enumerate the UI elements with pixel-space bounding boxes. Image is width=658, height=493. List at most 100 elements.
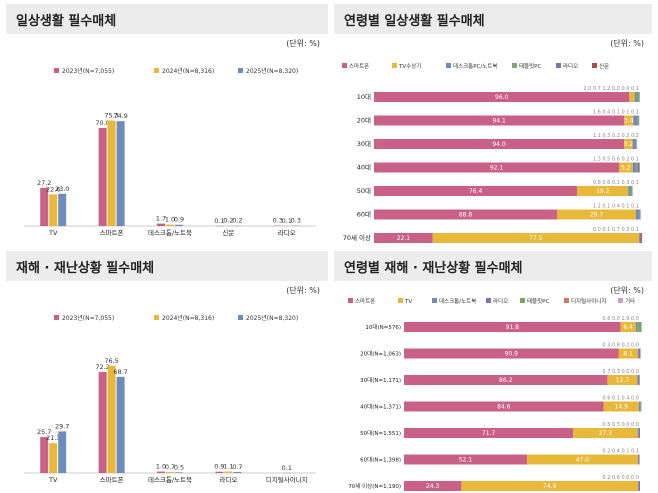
- data-label-tv-0: 25.7: [37, 428, 51, 436]
- row-label-3: 40대: [357, 164, 371, 172]
- seg-0-2: [635, 322, 638, 332]
- legend-swatch-1: [392, 63, 397, 68]
- category-label-신문: 신문: [222, 228, 234, 237]
- row-label-6: 70세 이상: [343, 233, 371, 242]
- bar-tv-1: [49, 194, 58, 226]
- row-label-6: 70세 이상(N=1,190): [348, 482, 401, 490]
- data-label-라디오-2: 0.7: [232, 463, 242, 471]
- seg-label-4-0: 71.7: [482, 430, 496, 437]
- data-label-데스크톱-노트북-2: 0.5: [174, 463, 184, 471]
- small-values-4: 0.5 0.5 0.0 0.0: [602, 422, 639, 428]
- seg-3-2: [638, 401, 641, 412]
- data-label-라디오-2: 0.3: [291, 217, 301, 225]
- seg-5-1: [526, 454, 638, 465]
- legend-swatch-2: [432, 298, 437, 303]
- data-label-데스크톱-노트북-2: 0.9: [174, 216, 184, 224]
- row-label-5: 60대: [357, 211, 371, 219]
- seg-0-1: [620, 322, 636, 332]
- seg-3-1: [603, 401, 639, 412]
- seg-label-5-0: 68.8: [459, 212, 473, 219]
- data-label-신문-2: 0.2: [232, 217, 242, 225]
- bar-스마트폰-2: [116, 121, 125, 226]
- small-values-3: 1.3 0.5 0.6 0.2 0.1: [593, 157, 639, 163]
- bar-tv-0: [40, 187, 49, 226]
- seg-5-1: [557, 209, 637, 220]
- seg-label-2-1: 3.2: [624, 141, 634, 148]
- category-label-스마트폰: 스마트폰: [100, 475, 124, 484]
- unit-label: (단위: %): [286, 39, 320, 48]
- seg-4-3: [638, 428, 640, 438]
- seg-label-2-1: 12.7: [616, 377, 630, 384]
- daily-media-by-age-chart: 스마트폰 TV수상기 데스크톱PC/노트북 태블릿PC 라디오 신문 10대 96.0 2.0 …: [342, 62, 643, 243]
- seg-2-0: [404, 375, 608, 385]
- row-label-0: 10대: [357, 93, 371, 101]
- data-label-tv-1: 21.3: [46, 434, 60, 442]
- seg-6-5: [641, 233, 643, 243]
- legend-label-1: TV수상기: [398, 62, 421, 70]
- seg-label-3-1: 14.9: [615, 404, 629, 411]
- seg-4-1: [573, 428, 638, 438]
- data-label-데스크톱-노트북-1: 1.0: [165, 216, 175, 224]
- seg-3-4: [637, 162, 640, 173]
- seg-0-2: [634, 92, 637, 102]
- data-label-tv-2: 29.7: [55, 422, 69, 430]
- seg-2-1: [607, 375, 638, 385]
- row-label-4: 50대(N=1,551): [360, 429, 401, 437]
- legend-label-4: 라디오: [563, 62, 578, 70]
- legend-swatch-0: [54, 68, 59, 73]
- seg-label-0-1: 6.4: [623, 324, 633, 331]
- seg-label-5-1: 29.7: [590, 212, 604, 219]
- daily-media-chart: 2023년(N=7,055) 2024년(N=8,316) 2025년(N=8,32…: [24, 67, 316, 237]
- legend-swatch-5: [564, 298, 569, 303]
- legend-swatch-2: [238, 68, 243, 73]
- legend-label-3: 태블릿PC: [519, 62, 541, 70]
- legend-swatch-1: [154, 68, 159, 73]
- bar-스마트폰-1: [107, 365, 116, 473]
- seg-1-2: [633, 115, 638, 126]
- seg-label-1-1: 8.1: [623, 351, 633, 358]
- bar-데스크톱-노트북-0: [157, 471, 165, 473]
- bar-tv-0: [40, 437, 49, 473]
- category-label-라디오: 라디오: [219, 475, 237, 484]
- small-values-0: 2.0 0.7 1.2 0.0 0.0 0.1: [583, 86, 639, 92]
- legend-swatch-0: [54, 315, 59, 320]
- small-values-5: 1.2 0.1 0.4 0.1 0.1: [593, 204, 639, 210]
- legend-swatch-4: [520, 298, 525, 303]
- bar-데스크톱-노트북-2: [175, 472, 183, 473]
- small-values-5: 0.2 0.4 0.1 0.1: [602, 449, 639, 455]
- small-values-2: 1.1 0.3 0.2 0.2 0.2: [593, 133, 639, 139]
- small-values-2: 0.7 0.3 0.0 0.0: [602, 369, 639, 375]
- bar-데스크톱-노트북-0: [157, 223, 165, 226]
- seg-2-2: [632, 139, 636, 149]
- panel-title: 연령별 재해 · 재난상황 필수매체: [344, 261, 523, 276]
- seg-3-4: [640, 401, 642, 412]
- row-label-0: 10대(N=576): [365, 323, 401, 331]
- legend-label-1: 2024년(N=8,316): [162, 67, 214, 75]
- seg-6-4: [639, 233, 642, 243]
- seg-label-6-1: 74.9: [543, 483, 557, 490]
- legend-label-0: 2023년(N=7,055): [62, 67, 114, 75]
- panel-header: 연령별 재해 · 재난상황 필수매체: [334, 251, 652, 281]
- bar-tv-2: [58, 193, 67, 226]
- data-label-데스크톱-노트북-1: 0.7: [165, 463, 175, 471]
- seg-1-1: [618, 348, 638, 359]
- small-values-3: 0.6 0.1 0.4 0.0: [602, 396, 639, 402]
- small-values-1: 1.6 0.4 0.1 0.1 0.1: [593, 110, 639, 116]
- data-label-tv-0: 27.2: [37, 179, 51, 187]
- row-label-1: 20대: [357, 117, 371, 125]
- small-values-6: 0.2 0.6 0.0 0.0: [602, 475, 639, 481]
- seg-label-5-1: 47.0: [576, 457, 590, 464]
- legend-label-3: 라디오: [493, 297, 508, 305]
- seg-6-0: [404, 481, 462, 491]
- disaster-media-chart: 2023년(N=7,055) 2024년(N=8,316) 2025년(N=8,32…: [24, 314, 316, 484]
- data-label-스마트폰-2: 74.9: [113, 112, 127, 120]
- legend-swatch-1: [154, 315, 159, 320]
- seg-4-1: [577, 186, 629, 196]
- seg-2-0: [374, 139, 625, 149]
- category-label-데스크톱-노트북: 데스크톱/노트북: [148, 229, 192, 237]
- legend-swatch-2: [238, 315, 243, 320]
- small-values-4: 0.8 0.6 0.1 0.3 0.1: [593, 180, 639, 186]
- seg-4-2: [628, 186, 631, 196]
- seg-4-2: [637, 428, 639, 438]
- seg-2-2: [637, 375, 640, 385]
